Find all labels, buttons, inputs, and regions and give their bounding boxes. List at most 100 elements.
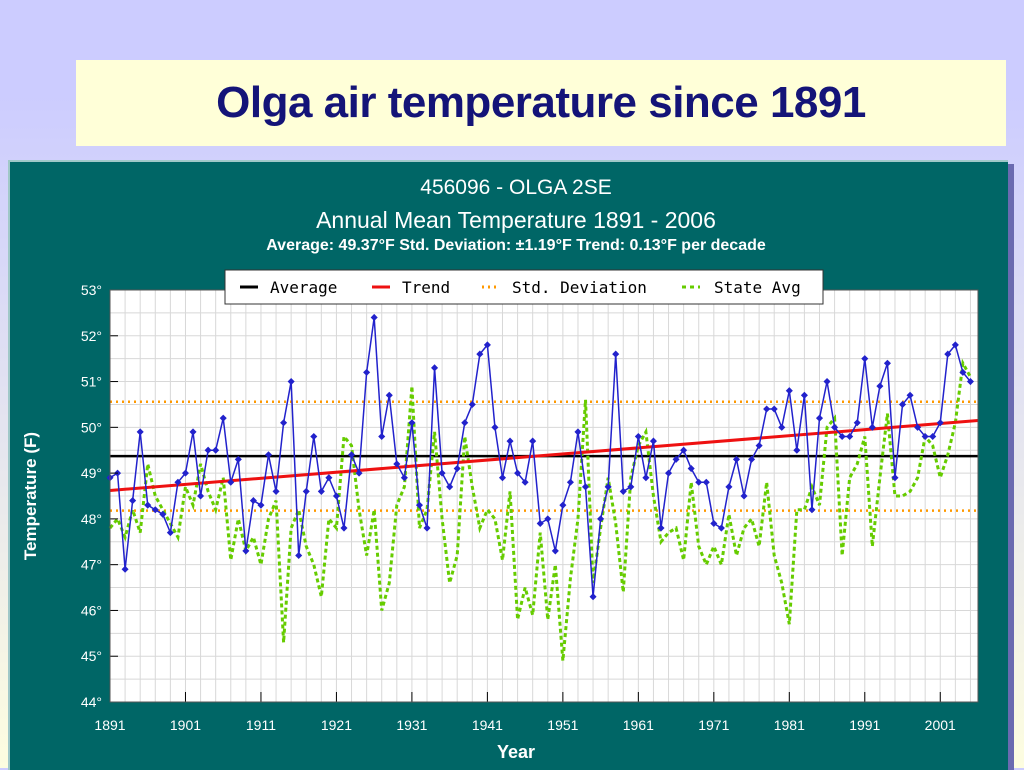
annual-mean-point [853,419,861,427]
annual-mean-point [581,483,590,491]
x-tick-label: 1891 [94,717,125,733]
annual-mean-point [204,446,212,454]
legend-box [224,269,824,305]
x-tick-label: 1921 [321,717,352,733]
annual-mean-point [755,442,763,450]
annual-mean-point [378,432,386,441]
y-tick-label: 47° [81,557,102,573]
x-tick-label: 1951 [547,717,578,733]
annual-mean-point [921,432,929,441]
annual-mean-point [476,350,484,358]
annual-mean-point [627,483,635,491]
annual-mean-point [415,501,423,509]
annual-mean-point [340,524,348,532]
x-tick-label: 1971 [698,717,729,733]
annual-mean-point [891,474,899,482]
annual-mean-point [831,423,839,431]
axes: 1891 1901 1911 1921 1931 1941 1951 1961 1971 1981… [81,282,979,733]
annual-mean-point [129,497,137,505]
annual-mean-point [929,432,937,441]
annual-mean-point [710,519,718,528]
annual-mean-point [717,524,725,532]
title-banner: Olga air temperature since 1891 [76,60,1006,146]
x-tick-label: 1961 [623,717,654,733]
annual-mean-point [748,455,756,463]
y-tick-label: 52° [81,328,102,344]
x-axis-label: Year [497,742,535,762]
series [106,313,979,661]
annual-mean-point [695,478,703,486]
chart-subtitle: Average: 49.37°F Std. Deviation: ±1.19°F… [266,237,766,254]
annual-mean-point [778,423,786,431]
annual-mean-point [506,437,514,445]
annual-mean-point [408,419,416,427]
annual-mean-point [868,423,876,431]
annual-mean-point [287,378,295,386]
annual-mean-point [846,432,854,441]
annual-mean-point [264,451,273,459]
annual-mean-point [136,428,144,436]
legend: Average Trend Std. Deviation State Avg [224,269,824,305]
chart-title: Annual Mean Temperature 1891 - 2006 [316,207,716,233]
annual-mean-point [234,455,242,463]
annual-mean-point [310,432,318,441]
annual-mean-point [574,428,582,436]
annual-mean-point [732,455,741,463]
legend-average-label: Average [270,278,337,297]
annual-mean-point [959,368,967,376]
legend-std-label: Std. Deviation [512,278,647,297]
annual-mean-point [468,400,476,408]
annual-mean-point [393,460,401,468]
annual-mean-point [725,483,733,491]
annual-mean-point [551,547,559,555]
x-tick-label: 2001 [925,717,956,733]
annual-mean-point [898,400,907,408]
annual-mean-point [498,474,507,482]
x-tick-label: 1931 [396,717,427,733]
annual-mean-point [181,469,190,477]
annual-mean-point [785,387,793,395]
y-tick-label: 45° [81,648,102,664]
annual-mean-point [521,478,529,486]
annual-mean-point [944,350,952,358]
annual-mean-point [431,364,439,372]
x-tick-label: 1911 [246,717,276,733]
annual-mean-point [491,423,499,431]
annual-mean-point [144,501,152,509]
grid [109,289,978,703]
annual-mean-point [770,405,778,413]
chart-frame: 456096 - OLGA 2SE Annual Mean Temperatur… [8,160,1008,770]
y-tick-label: 51° [81,374,102,390]
y-tick-label: 44° [81,694,102,710]
annual-mean-point [529,437,537,445]
y-tick-label: 48° [81,511,102,527]
annual-mean-point [823,378,831,386]
annual-mean-point [257,501,265,509]
annual-mean-point [212,446,220,454]
annual-mean-point [642,474,650,482]
annual-mean-point [808,506,816,514]
annual-mean-point [249,497,257,505]
annual-mean-point [861,355,869,363]
annual-mean-point [385,391,393,399]
annual-mean-point [347,451,356,459]
chart-station: 456096 - OLGA 2SE [420,176,611,199]
annual-mean-point [453,464,461,473]
annual-mean-point [446,483,454,491]
annual-mean-point [325,474,333,482]
x-tick-label: 1941 [472,717,503,733]
annual-mean-point [612,350,620,358]
legend-state-label: State Avg [714,278,801,297]
annual-mean-point [604,483,612,491]
annual-mean-point [363,368,371,376]
annual-mean-point [151,506,159,514]
annual-mean-point [634,432,642,441]
annual-mean-point [951,341,959,349]
x-tick-label: 1901 [170,717,201,733]
annual-mean-point [665,469,673,477]
annual-mean-point [966,378,974,386]
annual-mean-point [649,437,657,445]
annual-mean-point [536,519,544,528]
state-avg-line [108,358,972,661]
annual-mean-point [559,501,567,509]
